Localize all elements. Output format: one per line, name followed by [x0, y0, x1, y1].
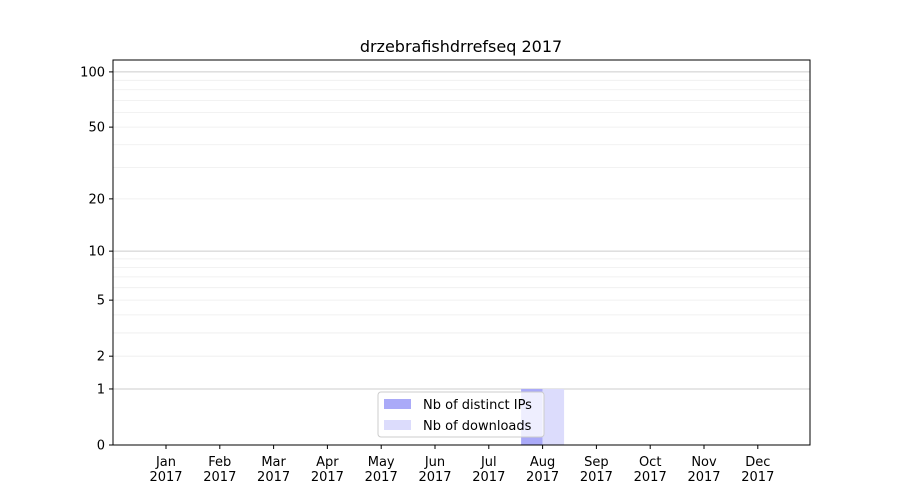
x-tick-label: Jun 2017: [418, 455, 451, 485]
y-tick-label: 1: [97, 382, 105, 397]
y-tick-label: 50: [88, 121, 105, 136]
x-tick-label: Oct 2017: [634, 455, 667, 485]
legend-label-downloads: Nb of downloads: [423, 419, 532, 434]
plot-frame: [112, 59, 811, 446]
legend-swatch-downloads: [384, 420, 411, 430]
x-tick-label: Dec 2017: [741, 455, 774, 485]
x-tick-label: Jan 2017: [149, 455, 182, 485]
y-tick-label: 0: [97, 439, 105, 454]
y-tick-label: 100: [80, 65, 105, 80]
x-tick-label: Aug 2017: [526, 455, 559, 485]
x-tick-label: Apr 2017: [311, 455, 344, 485]
legend-label-distinct-ips: Nb of distinct IPs: [423, 398, 532, 413]
chart-title: drzebrafishdrrefseq 2017: [360, 37, 562, 56]
x-tick-label: Feb 2017: [203, 455, 236, 485]
x-tick-label: Nov 2017: [687, 455, 720, 485]
bar-downloads: [542, 388, 565, 445]
y-tick-label: 10: [88, 245, 105, 260]
x-tick-label: Sep 2017: [580, 455, 613, 485]
legend-swatch-distinct-ips: [384, 399, 411, 409]
legend: Nb of distinct IPs Nb of downloads: [377, 391, 545, 438]
legend-frame: [377, 391, 545, 438]
x-tick-label: Mar 2017: [257, 455, 290, 485]
x-tick-label: May 2017: [365, 455, 398, 485]
y-tick-label: 5: [97, 294, 105, 309]
y-tick-label: 2: [97, 350, 105, 365]
x-tick-label: Jul 2017: [472, 455, 505, 485]
y-tick-label: 20: [88, 192, 105, 207]
